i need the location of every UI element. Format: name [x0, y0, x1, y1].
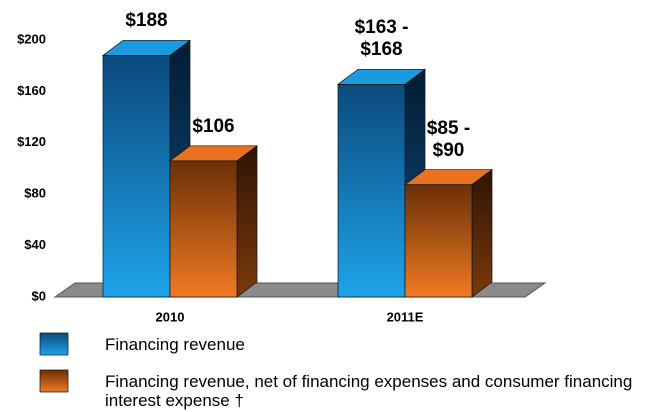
legend-label: Financing revenue	[105, 335, 245, 354]
y-tick-label: $120	[17, 134, 46, 149]
x-tick-label: 2011E	[387, 309, 424, 324]
y-tick-label: $0	[32, 288, 46, 303]
bar	[404, 184, 473, 298]
bar-side	[236, 145, 258, 298]
bar-top	[101, 40, 192, 56]
data-label: $188	[125, 10, 168, 32]
legend-swatch	[39, 369, 69, 393]
data-label: $85 - $90	[426, 117, 471, 161]
legend-swatch	[39, 332, 69, 356]
data-label: $106	[192, 115, 235, 137]
bar	[169, 160, 238, 298]
y-tick-label: $160	[17, 83, 46, 98]
bar-side	[471, 168, 493, 298]
bar-top	[336, 68, 427, 85]
bar-top	[403, 169, 494, 185]
legend-label: Financing revenue, net of financing expe…	[105, 372, 633, 410]
data-label: $163 - $168	[354, 17, 409, 61]
x-tick-label: 2010	[156, 309, 185, 324]
bar-top	[168, 145, 259, 162]
bar	[337, 83, 406, 298]
y-tick-label: $80	[24, 186, 46, 201]
bar	[102, 55, 171, 298]
y-tick-label: $40	[24, 237, 46, 252]
y-tick-label: $200	[17, 31, 46, 46]
